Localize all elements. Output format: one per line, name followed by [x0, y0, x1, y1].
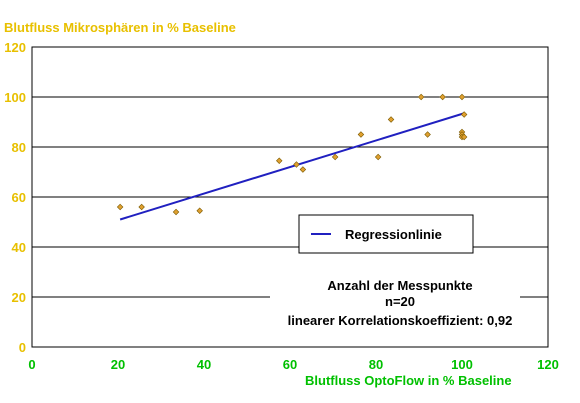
y-tick-label: 0 — [19, 340, 26, 355]
data-point — [172, 208, 180, 216]
y-tick-label: 100 — [4, 90, 26, 105]
x-axis-title: Blutfluss OptoFlow in % Baseline — [305, 373, 512, 388]
data-point — [417, 93, 425, 101]
annotation-text: Anzahl der Messpunkte — [327, 278, 472, 293]
data-point — [196, 207, 203, 214]
y-tick-label: 120 — [4, 40, 26, 55]
data-point — [276, 157, 283, 164]
regression-line — [119, 112, 465, 221]
y-tick-label: 40 — [12, 240, 26, 255]
x-tick-label: 20 — [111, 357, 125, 372]
data-point — [424, 131, 431, 138]
annotation-text: n=20 — [385, 294, 415, 309]
y-axis-title: Blutfluss Mikrosphären in % Baseline — [4, 20, 236, 35]
data-point — [331, 153, 339, 161]
x-tick-label: 80 — [369, 357, 383, 372]
data-point — [374, 153, 382, 161]
x-tick-label: 120 — [537, 357, 559, 372]
data-point — [138, 203, 145, 211]
data-point — [439, 93, 446, 101]
y-tick-label: 80 — [12, 140, 26, 155]
data-point — [460, 133, 468, 141]
data-point — [387, 116, 395, 123]
data-point — [458, 93, 466, 101]
x-tick-label: 60 — [283, 357, 297, 372]
data-point — [460, 111, 468, 118]
x-tick-label: 100 — [451, 357, 473, 372]
annotation-text: linearer Korrelationskoeffizient: 0,92 — [288, 313, 513, 328]
x-tick-label: 0 — [28, 357, 35, 372]
annotation-background — [270, 274, 520, 334]
y-tick-label: 20 — [12, 290, 26, 305]
data-point — [299, 166, 307, 173]
data-point — [116, 203, 124, 211]
x-tick-label: 40 — [197, 357, 211, 372]
data-point — [293, 161, 300, 168]
plot-area: 0 20 40 60 80 100 120 0 20 40 60 80 100 120 Regression… — [4, 40, 559, 372]
legend-label: Regressionlinie — [345, 227, 442, 242]
data-point — [357, 131, 365, 138]
y-tick-label: 60 — [12, 190, 26, 205]
